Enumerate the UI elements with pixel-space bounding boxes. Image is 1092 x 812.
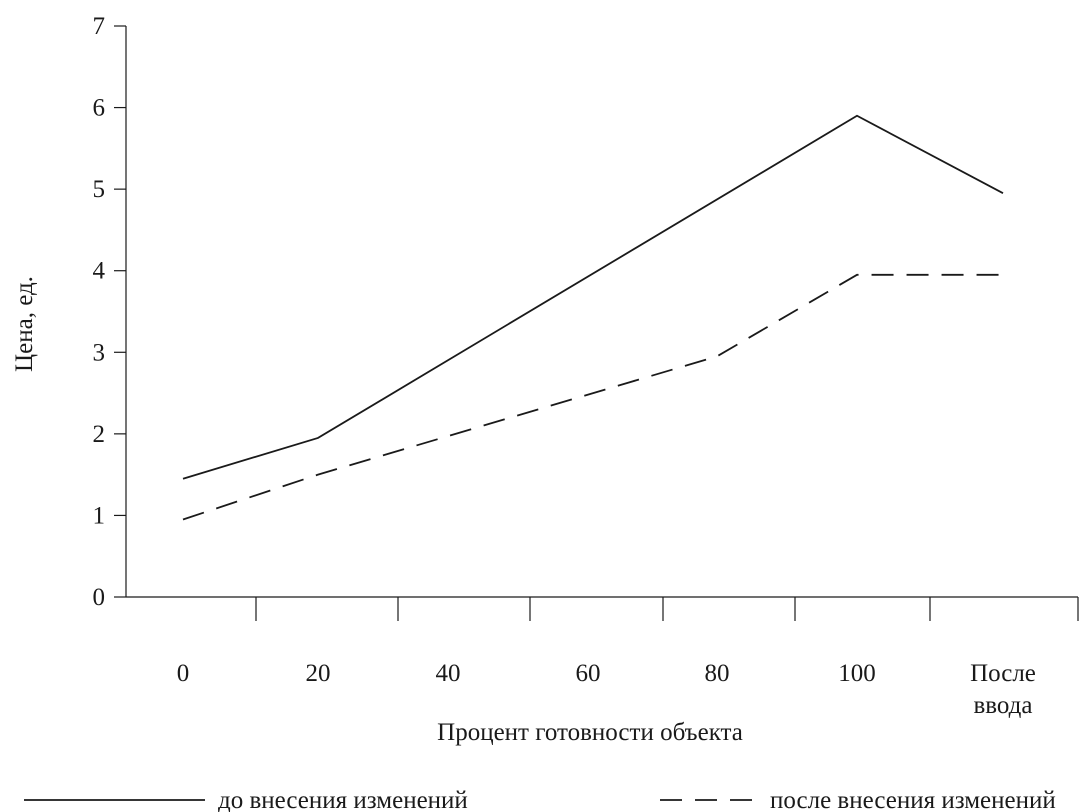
x-axis-ticks: 0 20 40 60 80 100 После ввода — [177, 597, 1079, 719]
series-line-after — [182, 273, 1003, 521]
y-axis-ticks: 0 1 2 3 4 5 6 7 — [93, 13, 126, 611]
x-tick-label: 20 — [306, 660, 331, 687]
x-tick-label: 100 — [838, 660, 876, 687]
y-tick-label: 4 — [93, 258, 106, 285]
y-tick-label: 0 — [93, 584, 106, 611]
x-axis-title: Процент готовности объекта — [437, 719, 743, 746]
x-tick-label: 0 — [177, 660, 190, 687]
y-tick-label: 1 — [93, 502, 106, 529]
legend-label: до внесения изменений — [218, 787, 468, 812]
y-tick-label: 3 — [93, 339, 106, 366]
series-lines — [182, 114, 1004, 521]
y-tick-label: 6 — [93, 95, 106, 122]
y-axis-title: Цена, ед. — [11, 276, 38, 372]
y-tick-label: 2 — [93, 421, 106, 448]
legend: до внесения изменений после внесения изме… — [24, 787, 1056, 812]
y-tick-label: 5 — [93, 176, 106, 203]
x-tick-label: После ввода — [970, 660, 1036, 719]
x-tick-label: 60 — [576, 660, 601, 687]
series-line-before — [182, 114, 1004, 480]
y-tick-label: 7 — [93, 13, 106, 40]
x-tick-label: 40 — [436, 660, 461, 687]
x-tick-label: 80 — [705, 660, 730, 687]
legend-label: после внесения изменений — [770, 787, 1056, 812]
